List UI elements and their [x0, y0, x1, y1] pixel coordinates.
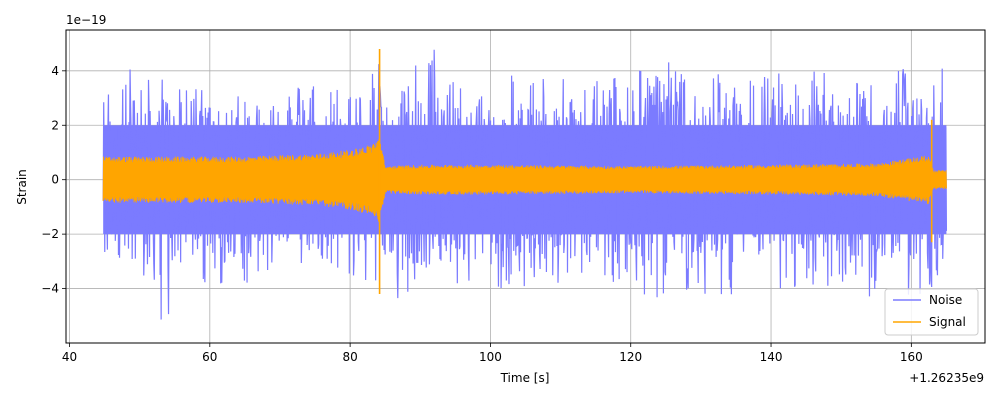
y-axis-label: Strain — [15, 169, 29, 205]
x-offset-label: +1.26235e9 — [909, 371, 984, 385]
y-tick-label: 2 — [51, 118, 59, 132]
x-tick-label: 100 — [479, 350, 502, 364]
x-tick-label: 120 — [619, 350, 642, 364]
x-axis-label: Time [s] — [500, 371, 550, 385]
x-tick-label: 40 — [62, 350, 77, 364]
legend-signal-label: Signal — [929, 315, 966, 329]
x-tick-label: 160 — [900, 350, 923, 364]
y-axis-ticks: −4 −2 0 2 4 — [41, 64, 66, 296]
x-tick-label: 60 — [202, 350, 217, 364]
signal-line — [102, 138, 947, 223]
y-tick-label: −2 — [41, 227, 59, 241]
signal-series — [102, 49, 947, 295]
x-tick-label: 80 — [342, 350, 357, 364]
plot-area — [102, 49, 948, 320]
legend-noise-label: Noise — [929, 293, 962, 307]
legend: Noise Signal — [884, 288, 979, 336]
y-tick-label: −4 — [41, 282, 59, 296]
x-tick-label: 140 — [760, 350, 783, 364]
y-tick-label: 4 — [51, 64, 59, 78]
axes-frame — [65, 29, 986, 344]
y-tick-label: 0 — [51, 173, 59, 187]
y-scale-label: 1e−19 — [66, 13, 106, 27]
x-axis-ticks: 40 60 80 100 120 140 160 — [62, 343, 923, 364]
